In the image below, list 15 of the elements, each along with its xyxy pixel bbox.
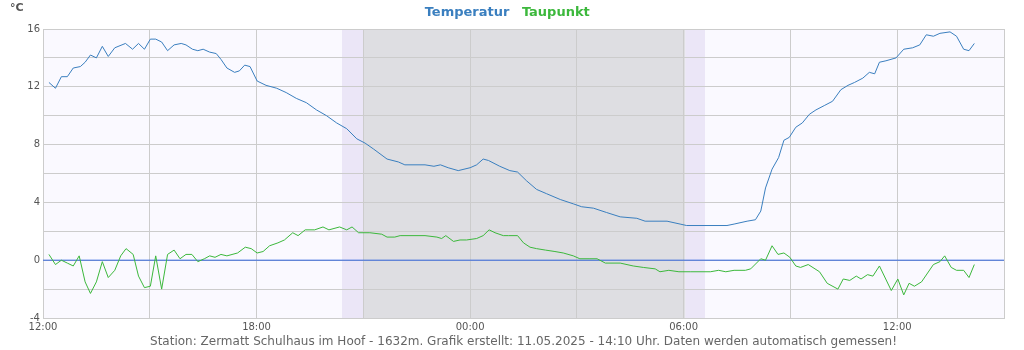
text: Station: Zermatt Schulhaus im Hoof - 1632m. Grafik erstellt: 11.05.2025 - 14:10 Uhr. Daten werden automatisch gemessen! <box>150 334 897 349</box>
y-axis-title: °C <box>10 1 24 15</box>
y-tick-label: 8 <box>33 138 40 150</box>
y-tick-label: -4 <box>30 311 40 323</box>
x-tick-label: 12:00 <box>882 320 912 332</box>
x-tick-label: 12:00 <box>28 320 58 332</box>
text: Taupunkt <box>521 3 590 19</box>
y-tick-label: 16 <box>27 22 40 34</box>
y-tick-label: 12 <box>27 80 40 92</box>
y-tick-label: 4 <box>33 195 40 207</box>
x-tick-label: 18:00 <box>242 320 271 332</box>
x-tick-label: 00:00 <box>455 320 485 332</box>
text: Temperatur <box>424 3 510 19</box>
y-tick-label: 0 <box>33 253 40 265</box>
x-tick-label: 06:00 <box>669 320 699 332</box>
